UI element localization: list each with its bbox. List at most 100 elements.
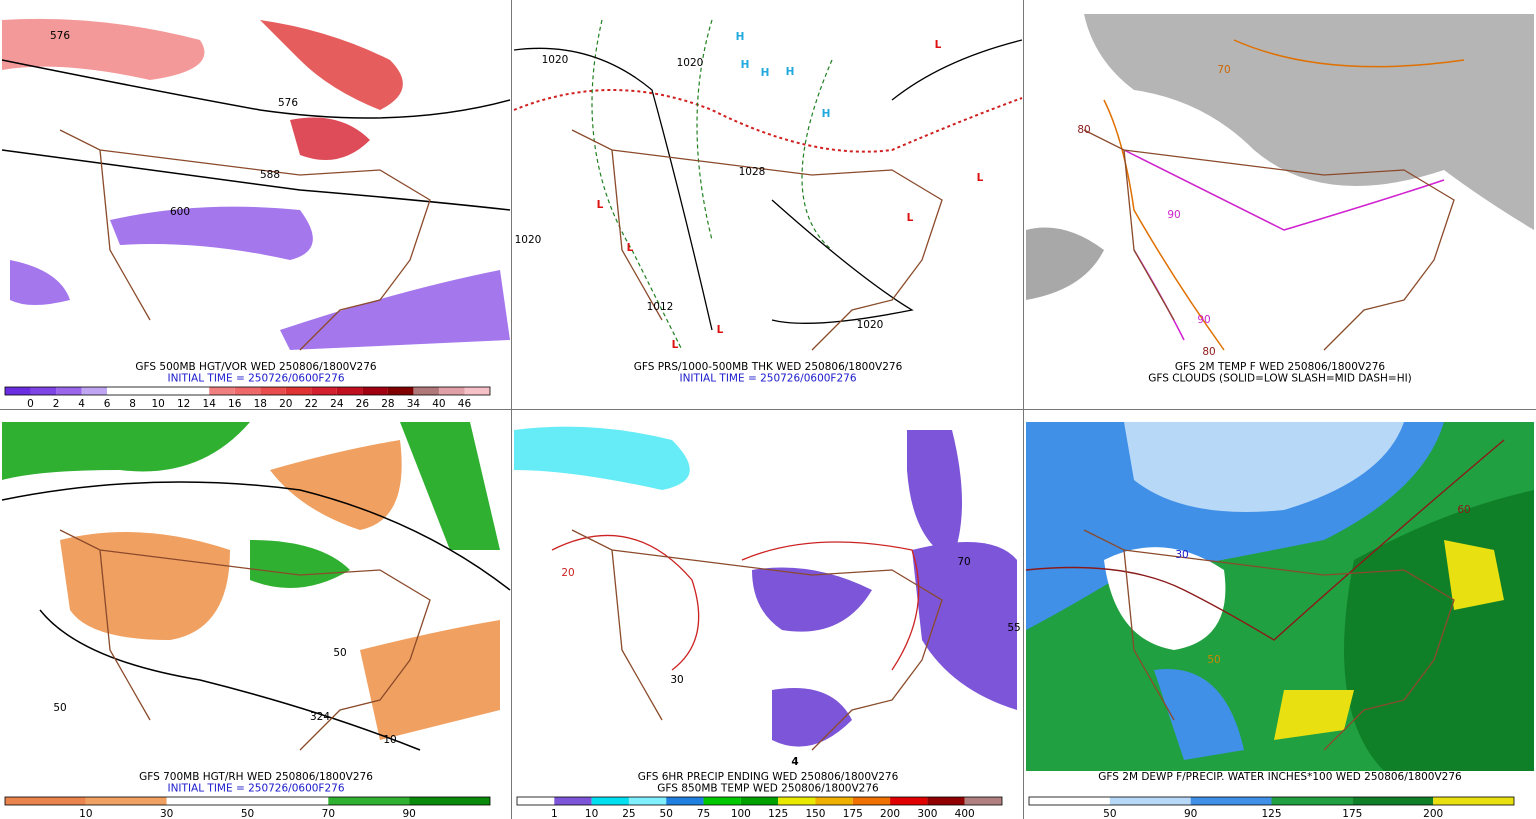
map-label: 1020 — [515, 234, 542, 246]
map-label: 60 — [1457, 504, 1470, 516]
border — [571, 529, 943, 751]
caption: GFS CLOUDS (SOLID=LOW SLASH=MID DASH=HI) — [1148, 373, 1412, 385]
rh-dry — [360, 620, 500, 740]
map-label: 30 — [670, 674, 683, 686]
rh-moist — [250, 540, 350, 588]
colorbar-label: 20 — [279, 398, 292, 410]
colorbar-label: 50 — [660, 808, 673, 819]
colorbar-swatch — [30, 387, 57, 395]
cloud — [1084, 14, 1534, 230]
pwat — [1274, 540, 1504, 740]
colorbar-swatch — [438, 387, 465, 395]
caption: GFS PRS/1000-500MB THK WED 250806/1800V2… — [634, 361, 903, 373]
colorbar-label: 34 — [407, 398, 421, 410]
caption: INITIAL TIME = 250726/0600F276 — [679, 373, 856, 385]
pwat — [1154, 669, 1244, 760]
border — [59, 529, 431, 751]
colorbar-swatch — [1109, 797, 1191, 805]
map-label: 1012 — [647, 301, 674, 313]
isotherm — [1103, 39, 1465, 351]
isotherm — [551, 534, 920, 671]
colorbar-swatch — [517, 797, 555, 805]
colorbar-swatch — [703, 797, 741, 805]
colorbar-swatch — [1190, 797, 1272, 805]
map-label: 80 — [1077, 124, 1090, 136]
map-label: 1020 — [542, 54, 569, 66]
map-label: 588 — [260, 169, 280, 181]
dewpoint — [1025, 439, 1505, 641]
colorbar-swatch — [413, 387, 439, 395]
colorbar-swatch — [1433, 797, 1514, 805]
colorbar-label: 10 — [585, 808, 598, 819]
colorbar-swatch — [554, 797, 592, 805]
precip — [912, 542, 1017, 710]
colorbar-label: 75 — [697, 808, 710, 819]
colorbar-label: 22 — [305, 398, 318, 410]
vort-blob — [290, 117, 370, 160]
isobar — [513, 39, 1023, 331]
colorbar-label: 25 — [622, 808, 635, 819]
contour — [1, 481, 511, 751]
precip — [752, 567, 872, 632]
colorbar-label: 18 — [254, 398, 267, 410]
colorbar-frame — [4, 796, 491, 806]
map-label: 576 — [50, 30, 70, 42]
colorbar-label: 16 — [228, 398, 242, 410]
colorbar-label: 125 — [1261, 808, 1281, 819]
map-label: 4 — [791, 756, 798, 768]
map-label: L — [597, 199, 604, 211]
colorbar-label: 175 — [1342, 808, 1362, 819]
colorbar-swatch — [778, 797, 816, 805]
colorbar-swatch — [927, 797, 965, 805]
map-label: L — [672, 339, 679, 351]
border — [1083, 529, 1455, 751]
rh-dry — [60, 532, 230, 640]
colorbar-label: 0 — [27, 398, 34, 410]
border — [1083, 129, 1455, 351]
colorbar-swatch — [815, 797, 853, 805]
map — [514, 14, 1022, 362]
map-label: 10 — [383, 734, 396, 746]
colorbar-label: 300 — [917, 808, 937, 819]
colorbar-swatch — [628, 797, 667, 805]
colorbar-swatch — [362, 387, 388, 395]
colorbar-swatch — [964, 797, 1002, 805]
map-label: 576 — [278, 97, 298, 109]
colorbar-label: 90 — [402, 808, 415, 819]
colorbar-swatch — [5, 797, 86, 805]
colorbar-label: 400 — [955, 808, 975, 819]
colorbar-label: 200 — [1423, 808, 1443, 819]
caption: GFS 6HR PRECIP ENDING WED 250806/1800V27… — [638, 771, 899, 783]
map-label: 324 — [310, 711, 330, 723]
colorbar-swatch — [666, 797, 704, 805]
colorbar-swatch — [107, 387, 133, 395]
colorbar-label: 125 — [768, 808, 788, 819]
caption: INITIAL TIME = 250726/0600F276 — [167, 373, 344, 385]
border — [59, 129, 431, 351]
colorbar-label: 70 — [322, 808, 335, 819]
colorbar-label: 175 — [843, 808, 863, 819]
colorbar-swatch — [247, 797, 329, 805]
colorbar-label: 46 — [458, 398, 472, 410]
colorbar-label: 90 — [1184, 808, 1197, 819]
map-label: 50 — [333, 647, 346, 659]
map-label: 1020 — [677, 57, 704, 69]
caption: GFS 700MB HGT/RH WED 250806/1800V276 — [139, 771, 373, 783]
colorbar-swatch — [387, 387, 414, 395]
colorbar-frame — [1028, 796, 1515, 806]
map-label: L — [717, 324, 724, 336]
panel: HHH HHLLLLLLL102010281020102010121020GFS … — [513, 14, 1023, 385]
colorbar-swatch — [464, 387, 490, 395]
colorbar-swatch — [740, 797, 779, 805]
caption: GFS 850MB TEMP WED 250806/1800V276 — [657, 783, 879, 795]
colorbar-swatch — [158, 387, 184, 395]
colorbar-frame — [4, 386, 491, 396]
colorbar-label: 6 — [104, 398, 111, 410]
panel: 30 50 60 GFS 2M DEWP F/PRECIP. WATER INCHES… — [1025, 422, 1534, 819]
caption: GFS 2M DEWP F/PRECIP. WATER INCHES*100 W… — [1098, 771, 1462, 783]
colorbar-swatch — [591, 797, 629, 805]
map-label: H — [736, 31, 745, 43]
colorbar-swatch — [183, 387, 210, 395]
colorbar-swatch — [234, 387, 261, 395]
